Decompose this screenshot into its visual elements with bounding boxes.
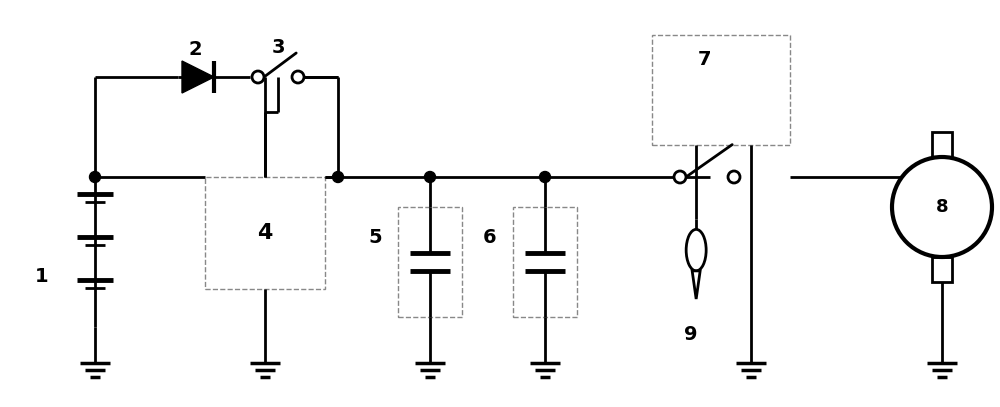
Circle shape — [892, 157, 992, 257]
Text: 8: 8 — [936, 198, 948, 216]
Text: 6: 6 — [483, 228, 497, 247]
Circle shape — [252, 71, 264, 83]
Text: 9: 9 — [684, 326, 698, 344]
Bar — [652, 35, 790, 145]
Circle shape — [728, 171, 740, 183]
Circle shape — [425, 171, 436, 182]
Bar — [932, 132, 952, 157]
Bar — [398, 207, 462, 317]
Text: 3: 3 — [271, 37, 285, 57]
Polygon shape — [182, 61, 214, 93]
Circle shape — [540, 171, 550, 182]
Bar — [205, 177, 325, 289]
Circle shape — [90, 171, 101, 182]
Text: 5: 5 — [368, 228, 382, 247]
Bar — [513, 207, 577, 317]
Text: 7: 7 — [698, 50, 711, 69]
Ellipse shape — [686, 230, 706, 271]
Text: 2: 2 — [188, 39, 202, 59]
Circle shape — [674, 171, 686, 183]
Circle shape — [292, 71, 304, 83]
Circle shape — [333, 171, 344, 182]
Bar — [932, 257, 952, 282]
Text: 4: 4 — [257, 223, 273, 243]
Text: 1: 1 — [35, 267, 49, 287]
Polygon shape — [692, 271, 700, 299]
